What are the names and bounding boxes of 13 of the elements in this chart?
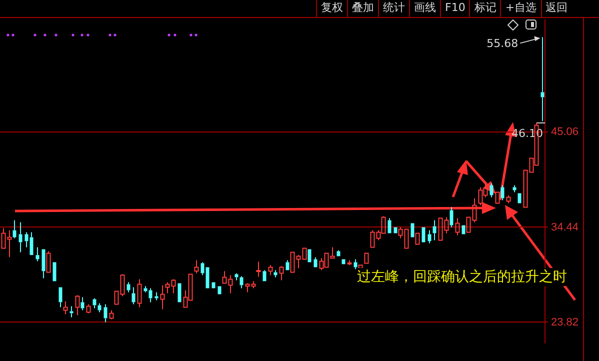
y-tick-label: 23.82 (551, 316, 579, 328)
text: 返回 (540, 0, 572, 17)
text: 复权 (316, 0, 347, 17)
text: 叠加 (347, 0, 378, 17)
text: +自选 (500, 0, 541, 17)
text: 标记 (469, 0, 500, 17)
y-tick-label: 45.06 (551, 126, 579, 138)
text: F10 (440, 0, 470, 17)
text: 统计 (378, 0, 409, 17)
annotation: 55.68 (486, 37, 518, 50)
text: 画线 (409, 0, 440, 17)
y-tick-label: 34.44 (551, 221, 579, 234)
annotation: 过左峰，回踩确认之后的拉升之时 (356, 268, 568, 286)
